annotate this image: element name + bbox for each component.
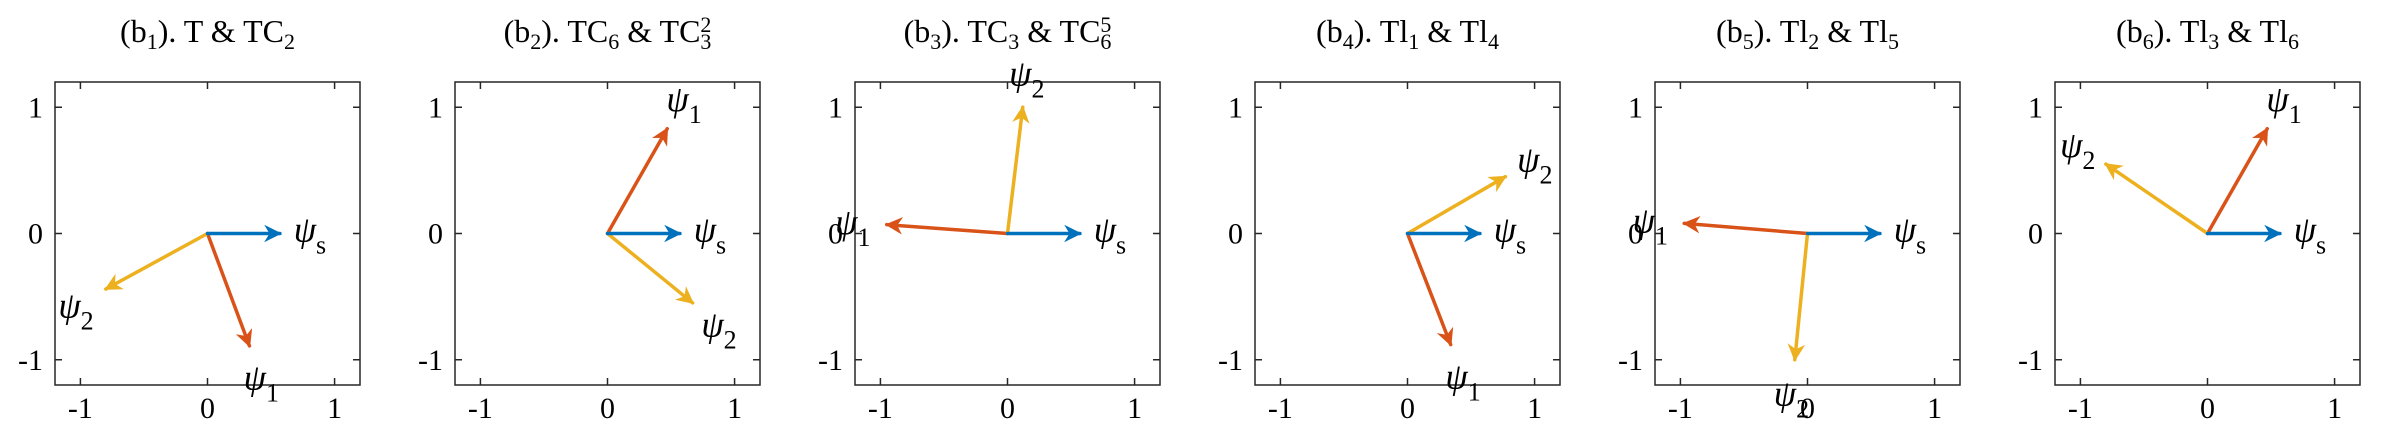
x-tick-label: 1 xyxy=(1927,392,1942,425)
x-tick-label: -1 xyxy=(2068,392,2093,425)
panel-title: (b6). Tl3 & Tl6 xyxy=(2116,13,2299,54)
vector-label-psi-s: ψs xyxy=(1094,210,1126,260)
x-tick-label: 0 xyxy=(1000,392,1015,425)
y-tick-label: -1 xyxy=(2018,344,2043,377)
y-tick-label: 0 xyxy=(428,218,443,251)
x-tick-label: -1 xyxy=(68,392,93,425)
vector-psi-1 xyxy=(605,126,669,236)
panel-5: (b5). Tl2 & Tl5 -1 0 1 1 0 -1 ψ1 ψ2 ψs xyxy=(1618,13,1961,425)
panel-title: (b5). Tl2 & Tl5 xyxy=(1716,13,1899,54)
x-tick-label: 1 xyxy=(727,392,742,425)
x-tick-label: 0 xyxy=(1400,392,1415,425)
y-tick-label: 1 xyxy=(1628,91,1643,124)
y-tick-label: 1 xyxy=(2028,91,2043,124)
vector-psi-2 xyxy=(1405,174,1508,236)
vector-label-psi-s: ψs xyxy=(1894,210,1926,260)
panel-title: (b4). Tl1 & Tl4 xyxy=(1316,13,1499,54)
vector-label-psi-1: ψ1 xyxy=(2266,79,2301,129)
vector-label-psi-2: ψ2 xyxy=(1009,53,1044,103)
x-tick-label: -1 xyxy=(468,392,493,425)
x-tick-label: 1 xyxy=(1527,392,1542,425)
y-tick-label: -1 xyxy=(1218,344,1243,377)
y-tick-label: 1 xyxy=(28,91,43,124)
vector-label-psi-s: ψs xyxy=(294,210,326,260)
x-tick-label: 1 xyxy=(327,392,342,425)
panel-title: (b3). TC3 & TC5 6 xyxy=(904,12,1112,54)
y-tick-label: 0 xyxy=(828,218,843,251)
y-tick-label: 1 xyxy=(1228,91,1243,124)
vector-psi-2 xyxy=(104,231,210,291)
vector-label-psi-2: ψ2 xyxy=(701,304,736,354)
vector-psi-2 xyxy=(1005,105,1030,236)
panel-3: (b3). TC3 & TC5 6 -1 0 1 1 0 -1 ψ1 ψ2 ψs xyxy=(818,12,1161,425)
x-tick-label: 0 xyxy=(600,392,615,425)
x-tick-label: -1 xyxy=(1668,392,1693,425)
vector-label-psi-2: ψ2 xyxy=(2060,125,2095,175)
y-tick-label: -1 xyxy=(818,344,843,377)
x-tick-label: 0 xyxy=(2200,392,2215,425)
vector-psi-2 xyxy=(1787,231,1810,362)
vector-label-psi-s: ψs xyxy=(694,210,726,260)
panel-6: (b6). Tl3 & Tl6 -1 0 1 1 0 -1 ψ1 ψ2 ψs xyxy=(2018,13,2361,425)
vector-label-psi-1: ψ1 xyxy=(244,358,279,408)
vector-psi-1 xyxy=(2205,126,2269,236)
vector-label-psi-1: ψ1 xyxy=(1633,201,1668,251)
vector-label-psi-s: ψs xyxy=(2294,210,2326,260)
panel-2: (b2). TC6 & TC2 3 -1 0 1 1 0 -1 ψ1 ψ2 ψs xyxy=(418,12,761,425)
y-tick-label: 0 xyxy=(2028,218,2043,251)
y-tick-label: 0 xyxy=(1228,218,1243,251)
panel-title: (b1). T & TC2 xyxy=(120,13,295,54)
x-tick-label: 0 xyxy=(1800,392,1815,425)
vector-label-psi-2: ψ2 xyxy=(58,285,93,335)
x-tick-label: -1 xyxy=(868,392,893,425)
y-tick-label: 0 xyxy=(28,218,43,251)
panel-4: (b4). Tl1 & Tl4 -1 0 1 1 0 -1 ψ1 ψ2 ψs xyxy=(1218,13,1561,425)
vector-psi-1 xyxy=(1405,231,1454,347)
panel-title: (b2). TC6 & TC2 3 xyxy=(504,12,712,54)
y-tick-label: 0 xyxy=(1628,218,1643,251)
vector-psi-2 xyxy=(2104,162,2210,236)
vector-psi-1 xyxy=(885,217,1010,236)
vector-label-psi-2: ψ2 xyxy=(1774,374,1809,424)
vector-psi-2 xyxy=(605,231,695,305)
y-tick-label: 1 xyxy=(828,91,843,124)
x-tick-label: 0 xyxy=(200,392,215,425)
x-tick-label: 1 xyxy=(2327,392,2342,425)
x-tick-label: -1 xyxy=(1268,392,1293,425)
vector-psi-1 xyxy=(205,231,253,348)
vector-label-psi-2: ψ2 xyxy=(1517,140,1552,190)
vector-label-psi-1: ψ1 xyxy=(666,79,701,129)
y-tick-label: -1 xyxy=(1618,344,1643,377)
x-tick-label: 1 xyxy=(1127,392,1142,425)
vector-label-psi-s: ψs xyxy=(1494,210,1526,260)
y-tick-label: 1 xyxy=(428,91,443,124)
panel-1: (b1). T & TC2 -1 0 1 1 0 -1 ψ1 ψ2 ψs xyxy=(18,13,361,425)
vector-label-psi-1: ψ1 xyxy=(1445,356,1480,406)
vector-label-psi-1: ψ1 xyxy=(835,202,870,252)
y-tick-label: -1 xyxy=(18,344,43,377)
vector-psi-1 xyxy=(1682,215,1810,236)
y-tick-label: -1 xyxy=(418,344,443,377)
